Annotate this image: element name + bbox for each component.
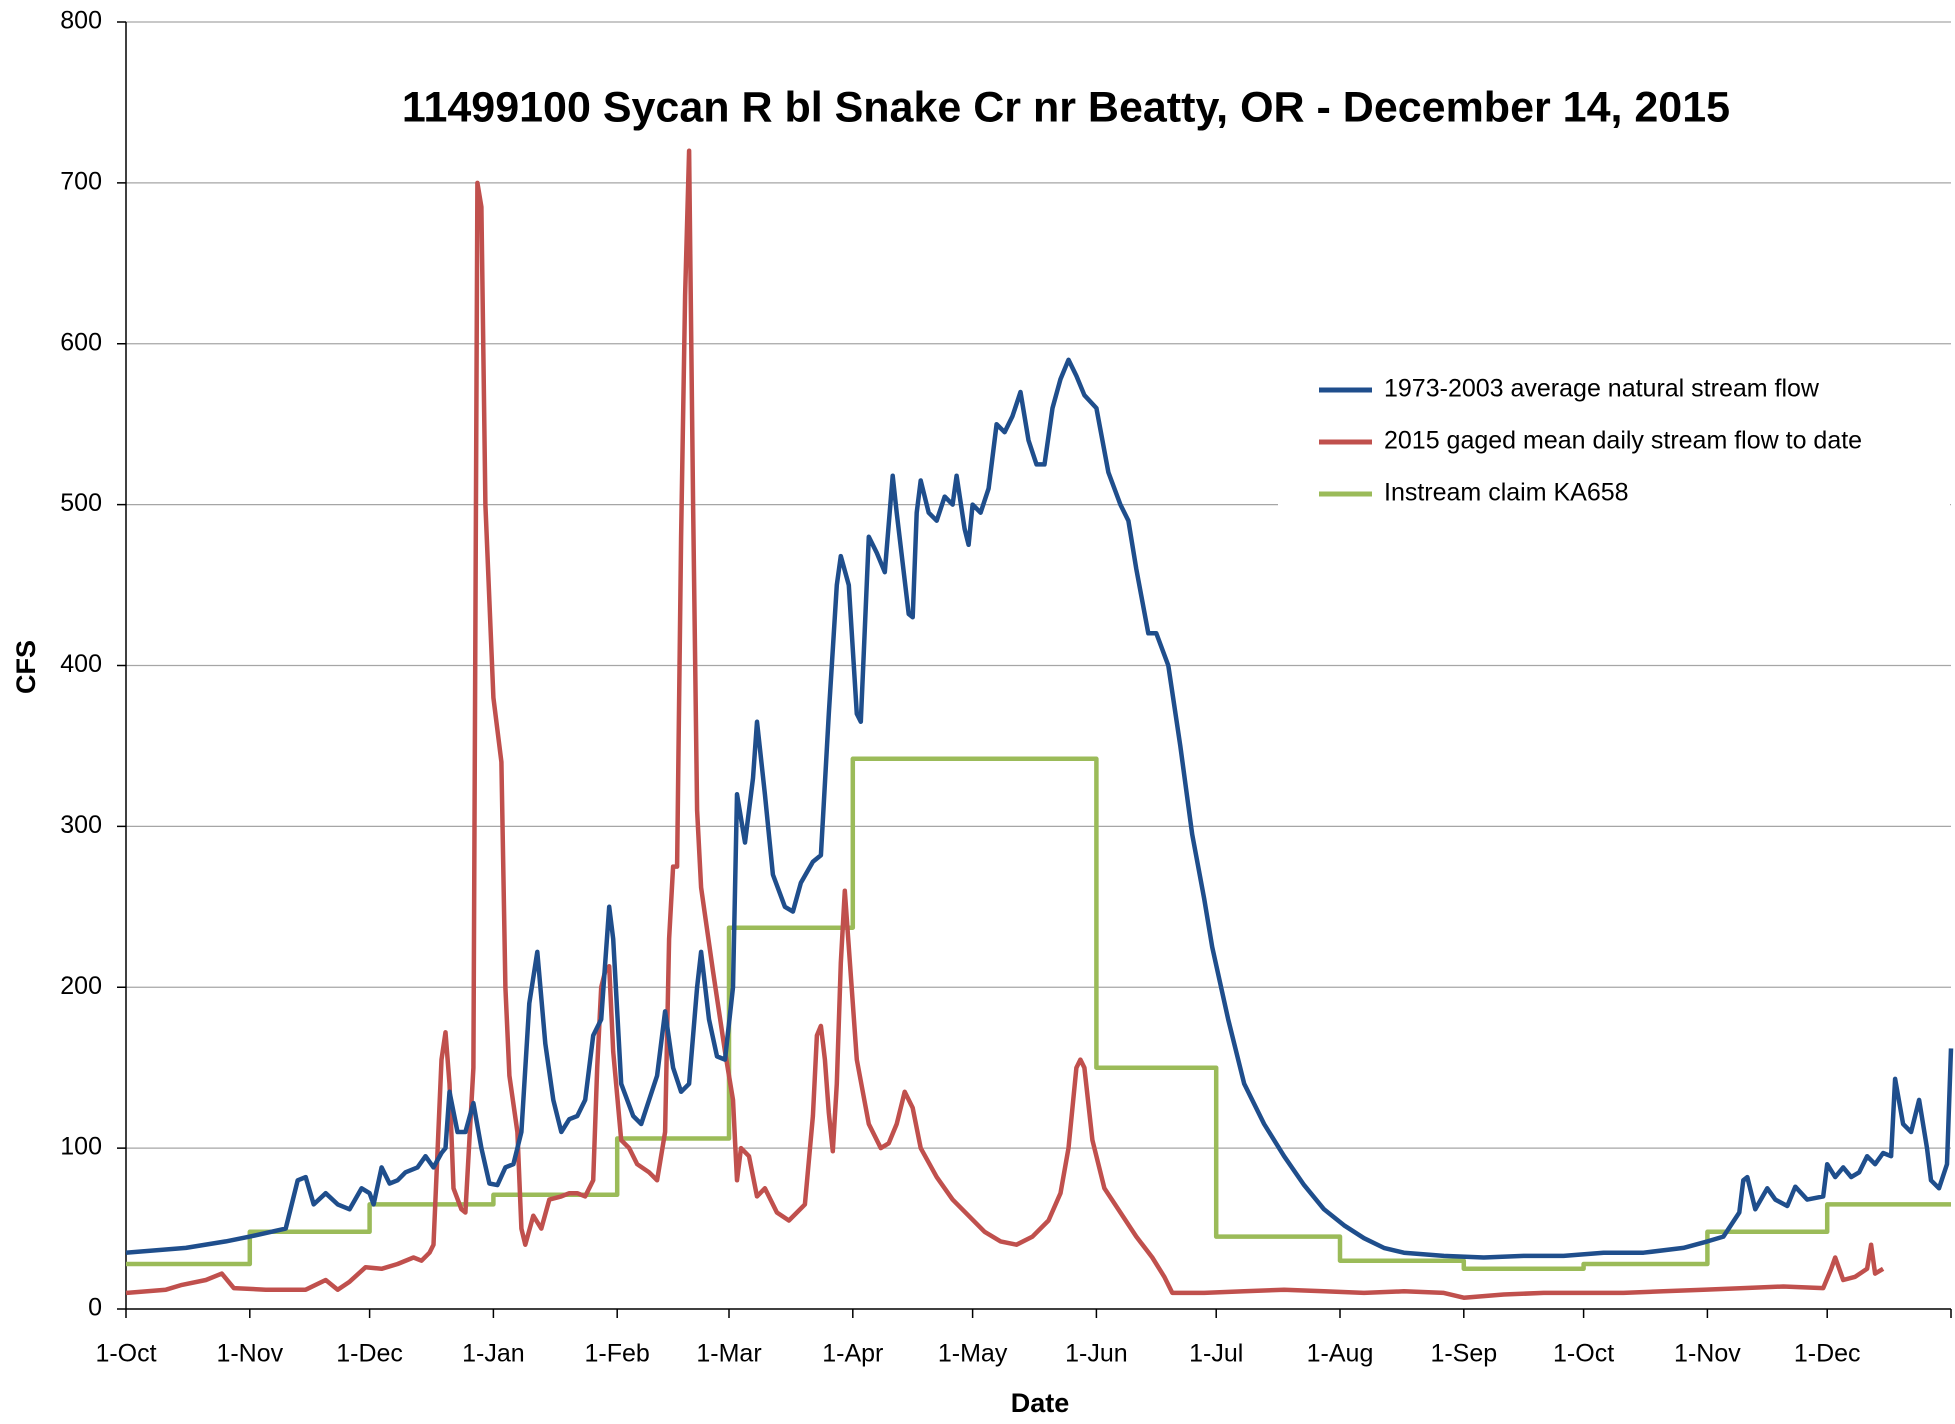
- x-tick-label: 1-Jun: [1065, 1340, 1128, 1368]
- x-axis-label: Date: [1011, 1388, 1070, 1418]
- series-line: [125, 148, 1885, 1300]
- x-tick-label: 1-Aug: [1307, 1340, 1374, 1368]
- y-axis-label: CFS: [11, 640, 41, 694]
- x-tick-label: 1-Dec: [1794, 1340, 1861, 1368]
- y-tick-label: 600: [60, 328, 102, 356]
- x-tick-label: 1-Nov: [1674, 1340, 1741, 1368]
- x-tick-label: 1-Jul: [1189, 1340, 1243, 1368]
- x-tick-label: 1-Apr: [822, 1340, 883, 1368]
- y-tick-label: 100: [60, 1133, 102, 1161]
- legend-box: [1278, 362, 1950, 510]
- legend-label: 2015 gaged mean daily stream flow to dat…: [1384, 427, 1862, 455]
- chart-title: 11499100 Sycan R bl Snake Cr nr Beatty, …: [402, 83, 1730, 131]
- y-tick-label: 300: [60, 811, 102, 839]
- legend-label: 1973-2003 average natural stream flow: [1384, 375, 1820, 403]
- series-line: [125, 357, 1954, 1260]
- y-tick-label: 200: [60, 972, 102, 1000]
- y-tick-label: 700: [60, 167, 102, 195]
- x-tick-label: 1-Oct: [1553, 1340, 1614, 1368]
- legend-label: Instream claim KA658: [1384, 479, 1629, 507]
- series-line: [126, 756, 1951, 1272]
- x-tick-label: 1-Sep: [1430, 1340, 1497, 1368]
- x-tick-label: 1-Oct: [95, 1340, 156, 1368]
- x-tick-label: 1-Jan: [462, 1340, 525, 1368]
- x-tick-label: 1-Feb: [585, 1340, 650, 1368]
- y-tick-label: 800: [60, 7, 102, 35]
- x-tick-label: 1-May: [938, 1340, 1008, 1368]
- y-tick-label: 0: [88, 1294, 102, 1322]
- x-tick-label: 1-Dec: [336, 1340, 403, 1368]
- y-tick-label: 400: [60, 650, 102, 678]
- x-tick-label: 1-Mar: [696, 1340, 761, 1368]
- y-tick-label: 500: [60, 489, 102, 517]
- x-tick-label: 1-Nov: [216, 1340, 283, 1368]
